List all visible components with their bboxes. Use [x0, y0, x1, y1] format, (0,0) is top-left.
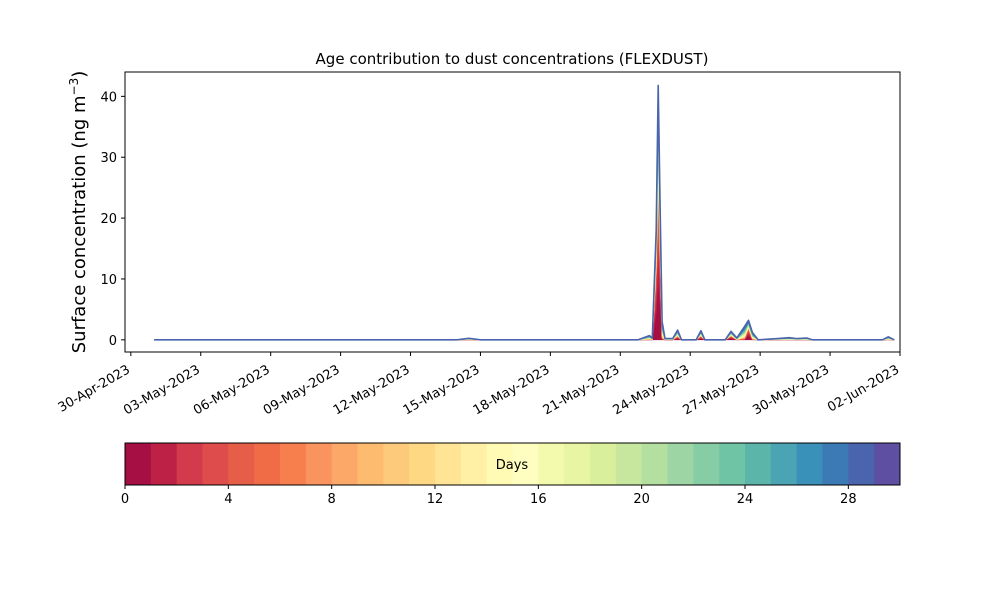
colorbar-cell: [770, 443, 798, 485]
colorbar-cell: [228, 443, 255, 485]
colorbar-cell: [254, 443, 281, 485]
plot-frame: [124, 71, 901, 353]
colorbar-cell: [409, 443, 436, 485]
colorbar-tick-label: 28: [840, 492, 857, 507]
colorbar-cell: [564, 443, 591, 485]
y-tick-label: 30: [100, 151, 117, 166]
colorbar-tick-label: 0: [121, 492, 129, 507]
y-axis-label: Surface concentration (ng m−3): [67, 71, 90, 354]
colorbar-cell: [150, 443, 178, 485]
colorbar-cell: [176, 443, 203, 485]
colorbar-cell: [202, 443, 229, 485]
colorbar-cell: [280, 443, 307, 485]
colorbar-cell: [357, 443, 384, 485]
colorbar-cell: [615, 443, 643, 485]
colorbar-cell: [486, 443, 513, 485]
colorbar-cell: [796, 443, 823, 485]
colorbar-ticks: 0 4 8 12 16 20 24 28: [121, 485, 857, 507]
colorbar-tick-label: 8: [328, 492, 336, 507]
chart-title: Age contribution to dust concentrations …: [316, 50, 709, 68]
colorbar-cell: [822, 443, 849, 485]
y-tick-label: 0: [109, 334, 117, 349]
y-tick-label: 40: [100, 90, 117, 105]
colorbar-cell: [125, 443, 152, 485]
colorbar-cell: [848, 443, 875, 485]
colorbar-cell: [719, 443, 746, 485]
y-axis: 0 10 20 30 40: [100, 90, 125, 349]
colorbar-cell: [305, 443, 333, 485]
colorbar-tick-label: 16: [530, 492, 547, 507]
y-tick-label: 10: [100, 273, 117, 288]
colorbar-cell: [693, 443, 720, 485]
colorbar-tick-label: 12: [427, 492, 444, 507]
colorbar-cell: [745, 443, 772, 485]
colorbar-cell: [435, 443, 462, 485]
series-total-line: [154, 84, 895, 341]
colorbar-cell: [538, 443, 565, 485]
colorbar-tick-label: 24: [737, 492, 754, 507]
colorbar-tick-label: 4: [224, 492, 232, 507]
y-axis-label-sup: −3: [67, 78, 81, 96]
y-tick-label: 20: [100, 212, 117, 227]
area-layer: [154, 84, 895, 341]
colorbar-label: Days: [496, 458, 529, 473]
colorbar-cell: [460, 443, 488, 485]
colorbar-cell: [383, 443, 410, 485]
colorbar: Days 0 4 8 12 16 20 24 28: [121, 442, 901, 507]
y-axis-label-main: Surface concentration (ng m: [69, 95, 90, 353]
colorbar-cell: [590, 443, 617, 485]
y-axis-label-close: ): [69, 71, 90, 78]
colorbar-cells: [125, 443, 901, 485]
colorbar-cell: [667, 443, 694, 485]
colorbar-cell: [331, 443, 358, 485]
colorbar-cell: [512, 443, 539, 485]
colorbar-cell: [641, 443, 668, 485]
colorbar-cell: [874, 443, 901, 485]
colorbar-tick-label: 20: [633, 492, 650, 507]
colorbar-frame: [124, 442, 901, 486]
